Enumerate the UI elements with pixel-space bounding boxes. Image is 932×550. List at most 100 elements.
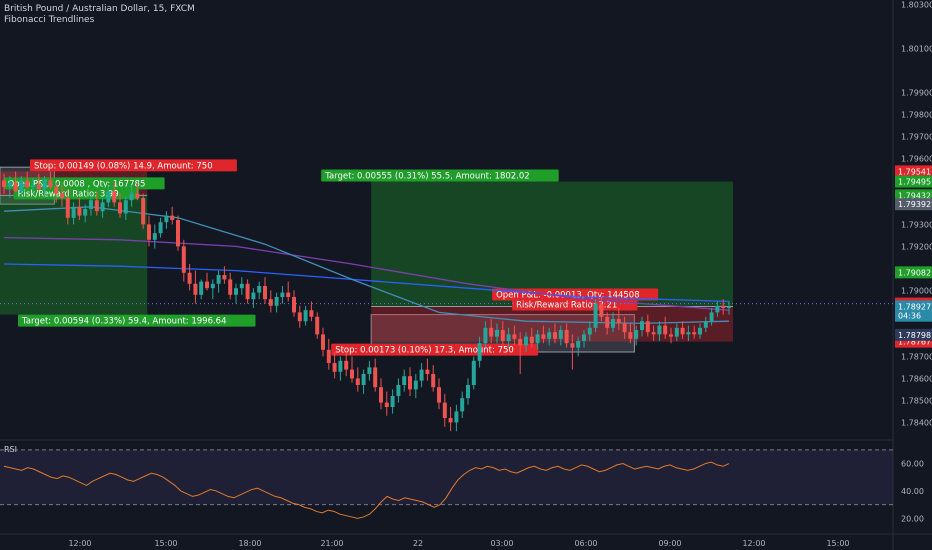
candle (83, 209, 88, 216)
price-tick-label: 1.78400 (901, 418, 932, 427)
candle (164, 215, 169, 223)
candle (355, 378, 360, 385)
candle (106, 191, 111, 203)
rsi-band-fill (0, 449, 893, 505)
position-stop-label-0-bg (30, 159, 237, 172)
candle (181, 246, 186, 273)
candle (471, 360, 476, 385)
candle (210, 283, 215, 289)
candle (413, 380, 418, 390)
candle (326, 349, 331, 363)
price-tick-label: 1.79700 (901, 132, 932, 141)
candle (257, 286, 262, 293)
candle (228, 279, 233, 295)
price-tick-label: 1.80100 (901, 44, 932, 53)
candle (77, 206, 82, 216)
candle (582, 334, 586, 341)
candle (245, 283, 250, 300)
candle (431, 374, 436, 388)
price-tick-label: 1.79200 (901, 242, 932, 251)
candle (611, 319, 615, 328)
candle (634, 330, 639, 339)
candle (529, 336, 534, 344)
candle (193, 283, 198, 295)
candle (239, 283, 244, 289)
price-tick-label: 1.79800 (901, 110, 932, 119)
candle (25, 180, 30, 187)
time-tick-label: 22 (413, 539, 423, 548)
candle (19, 180, 24, 192)
price-tag-label: 1.78927 (898, 302, 931, 311)
price-tag (895, 300, 932, 313)
candle (36, 184, 41, 190)
candle (686, 332, 691, 335)
price-tick-label: 1.79000 (901, 286, 932, 295)
candle (216, 275, 221, 284)
position-target-label-0-bg (18, 314, 256, 327)
position-pnl-label-0: Open P&L: 0.0008 , Qty: 167785 (8, 179, 146, 189)
price-tick-label: 1.78700 (901, 352, 932, 361)
candle (524, 336, 528, 346)
candle (587, 327, 592, 335)
candle (263, 286, 267, 300)
candle (651, 332, 656, 335)
candle (622, 323, 627, 333)
price-tag (895, 266, 932, 279)
candle (54, 187, 59, 194)
candle (350, 369, 354, 379)
candle (199, 281, 204, 295)
price-tag (895, 175, 932, 188)
price-tick-label: 1.78500 (901, 396, 932, 405)
position-target-zone-1 (371, 181, 733, 307)
candle (268, 299, 273, 306)
candle (384, 402, 389, 407)
candle (367, 367, 372, 374)
candle (89, 200, 93, 209)
candle (477, 343, 482, 361)
candle (379, 387, 383, 403)
candle (274, 297, 279, 306)
candle (170, 215, 175, 220)
candle (147, 224, 151, 240)
candle (141, 198, 146, 225)
candle (42, 180, 47, 190)
candle (31, 184, 35, 187)
candle (576, 341, 581, 348)
candle (727, 306, 731, 308)
candle (48, 180, 53, 187)
candle (715, 305, 720, 313)
candle (698, 327, 702, 335)
candle (605, 316, 610, 328)
candle (425, 369, 430, 374)
candle (123, 200, 128, 214)
time-tick-label: 12:00 (742, 539, 765, 548)
candle (506, 334, 511, 341)
candle (176, 220, 180, 247)
candle (112, 191, 117, 203)
candle (512, 334, 517, 339)
time-tick-label: 21:00 (320, 539, 343, 548)
candle (541, 334, 546, 339)
rsi-tick-label: 20.00 (901, 514, 924, 523)
candle (187, 272, 192, 284)
price-tag (895, 198, 932, 211)
position-target-label-0: Target: 0.00594 (0.33%) 59.4, Amount: 19… (21, 317, 227, 327)
candle (448, 418, 453, 423)
candle (100, 202, 105, 212)
candle (466, 385, 470, 399)
candle (373, 367, 378, 388)
candle (437, 387, 441, 403)
position-target-label-1: Target: 0.00555 (0.31%) 55.5, Amount: 18… (324, 172, 530, 182)
candle (222, 275, 227, 280)
time-tick-label: 15:00 (154, 539, 177, 548)
rsi-line (3, 461, 730, 519)
candle (309, 310, 314, 317)
time-tick-label: 03:00 (490, 539, 513, 548)
candle (396, 385, 401, 396)
candle (454, 411, 459, 423)
rsi-tick-label: 60.00 (901, 460, 924, 469)
price-tag (895, 165, 932, 178)
candle (419, 369, 424, 381)
price-tag-label: 1.79495 (898, 178, 931, 187)
